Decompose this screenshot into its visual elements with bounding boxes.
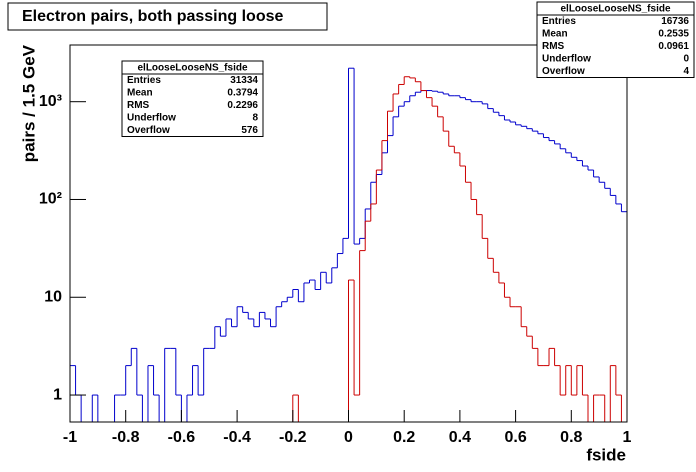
stats-value: 0.2535: [658, 28, 689, 39]
stats-label: Overflow: [127, 125, 170, 136]
stats-title: elLooseLooseNS_fside: [137, 63, 247, 74]
stats-value: 8: [252, 112, 258, 123]
stats-value: 4: [683, 66, 689, 77]
x-tick-label: 1: [623, 429, 632, 446]
stats-title: elLooseLooseNS_fside: [560, 4, 670, 15]
x-axis-label: fside: [586, 445, 626, 464]
y-tick-label: 10²: [39, 191, 62, 208]
x-tick-label: 0: [344, 429, 353, 446]
y-tick-label: 10³: [39, 93, 62, 110]
stats-label: RMS: [542, 41, 565, 52]
x-tick-label: 0.8: [560, 429, 582, 446]
y-tick-label: 10: [44, 288, 62, 305]
title-box: [7, 2, 328, 31]
x-tick-label: -1: [63, 429, 77, 446]
stats-label: Entries: [542, 16, 576, 27]
x-tick-label: -0.6: [168, 429, 196, 446]
x-tick-label: 0.4: [449, 429, 471, 446]
x-tick-label: -0.2: [279, 429, 307, 446]
stats-label: Underflow: [127, 112, 176, 123]
stats-value: 576: [241, 125, 258, 136]
stats-label: Entries: [127, 75, 161, 86]
stats-value: 0: [683, 53, 689, 64]
x-tick-label: -0.8: [112, 429, 140, 446]
stats-label: RMS: [127, 100, 150, 111]
stats-label: Mean: [127, 87, 153, 98]
stats-value: 16736: [661, 16, 689, 27]
stats-label: Overflow: [542, 66, 585, 77]
y-axis-label: pairs / 1.5 GeV: [19, 44, 38, 162]
x-tick-label: -0.4: [223, 429, 251, 446]
chart-title: Electron pairs, both passing loose: [22, 8, 283, 25]
x-tick-label: 0.6: [504, 429, 526, 446]
stats-value: 0.3794: [227, 87, 258, 98]
stats-value: 31334: [230, 75, 258, 86]
stats-label: Underflow: [542, 53, 591, 64]
stats-value: 0.2296: [227, 100, 258, 111]
x-tick-label: 0.2: [393, 429, 415, 446]
stats-value: 0.0961: [658, 41, 689, 52]
stats-label: Mean: [542, 28, 568, 39]
y-tick-label: 1: [53, 386, 62, 403]
